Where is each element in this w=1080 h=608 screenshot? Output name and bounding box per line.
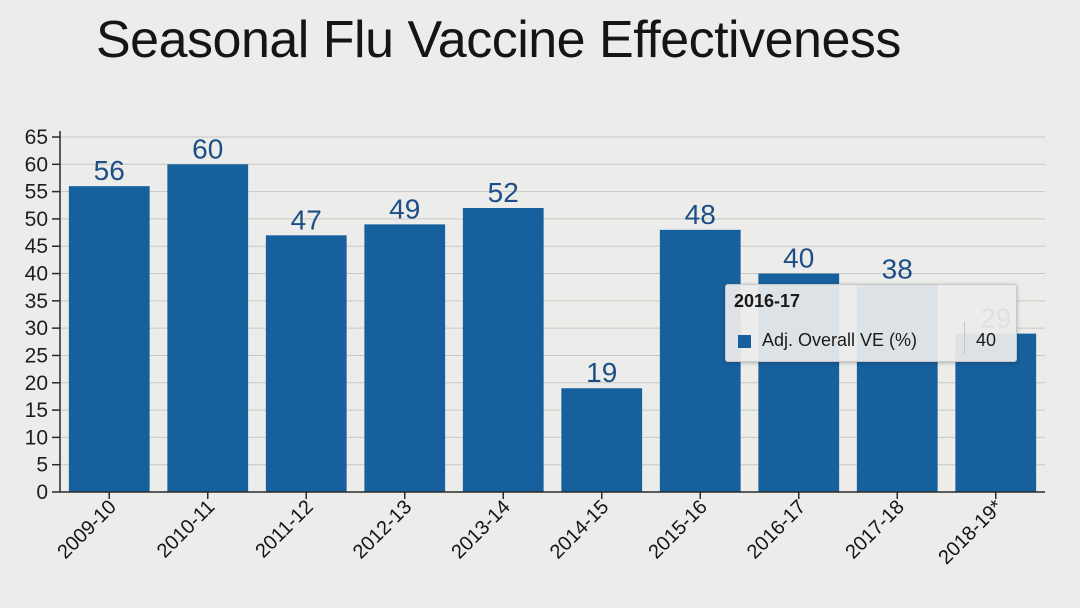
tooltip-divider: [964, 322, 965, 354]
bar: [561, 388, 643, 492]
tooltip-series-label: Adj. Overall VE (%): [762, 330, 918, 350]
x-category-label: 2012-13: [349, 496, 416, 563]
y-tick-label: 0: [36, 481, 48, 504]
bar: [462, 208, 544, 492]
x-category-label: 2009-10: [53, 496, 120, 563]
axes: 0 5 10 15 20 25 30 35 40 45 50 55 60 65: [25, 126, 1045, 504]
data-label: 47: [291, 204, 322, 235]
bar: [167, 164, 249, 493]
data-label: 38: [882, 253, 913, 284]
data-label: 52: [488, 177, 519, 208]
y-tick-label: 65: [25, 126, 48, 149]
chart-title: Seasonal Flu Vaccine Effectiveness: [96, 11, 901, 69]
y-tick-label: 35: [25, 290, 48, 313]
y-tick-label: 5: [36, 454, 48, 477]
tooltip-title: 2016-17: [734, 291, 801, 311]
x-category-label: 2010-11: [153, 496, 219, 562]
y-tick-label: 60: [25, 153, 48, 176]
data-label: 56: [94, 155, 125, 186]
tooltip-value: 40: [976, 330, 997, 350]
x-category-label: 2017-18: [841, 496, 908, 563]
data-label: 60: [192, 133, 223, 164]
x-category-label: 2011-12: [251, 496, 317, 562]
y-tick-label: 10: [25, 426, 48, 449]
x-category-label: 2013-14: [447, 496, 514, 563]
y-tick-label: 15: [25, 399, 48, 422]
x-category-label: 2015-16: [644, 496, 711, 563]
bar: [364, 224, 446, 492]
y-tick-label: 45: [25, 235, 48, 258]
x-category-label: 2014-15: [546, 496, 613, 563]
x-category-label: 2016-17: [743, 496, 810, 563]
bars: [68, 164, 1037, 493]
data-label: 48: [685, 199, 716, 230]
y-tick-label: 30: [25, 317, 48, 340]
x-category-label: 2018-19*: [934, 496, 1007, 569]
hover-tooltip: 2016-17 Adj. Overall VE (%) 40: [725, 284, 1017, 362]
bar: [68, 186, 150, 492]
y-tick-label: 20: [25, 372, 48, 395]
y-tick-label: 25: [25, 344, 48, 367]
y-tick-label: 55: [25, 181, 48, 204]
bar: [265, 235, 347, 493]
y-tick-label: 40: [25, 263, 48, 286]
y-tick-label: 50: [25, 208, 48, 231]
data-label: 19: [586, 357, 617, 388]
data-label: 49: [389, 193, 420, 224]
data-label: 40: [783, 243, 814, 274]
tooltip-series-swatch: [738, 335, 751, 348]
